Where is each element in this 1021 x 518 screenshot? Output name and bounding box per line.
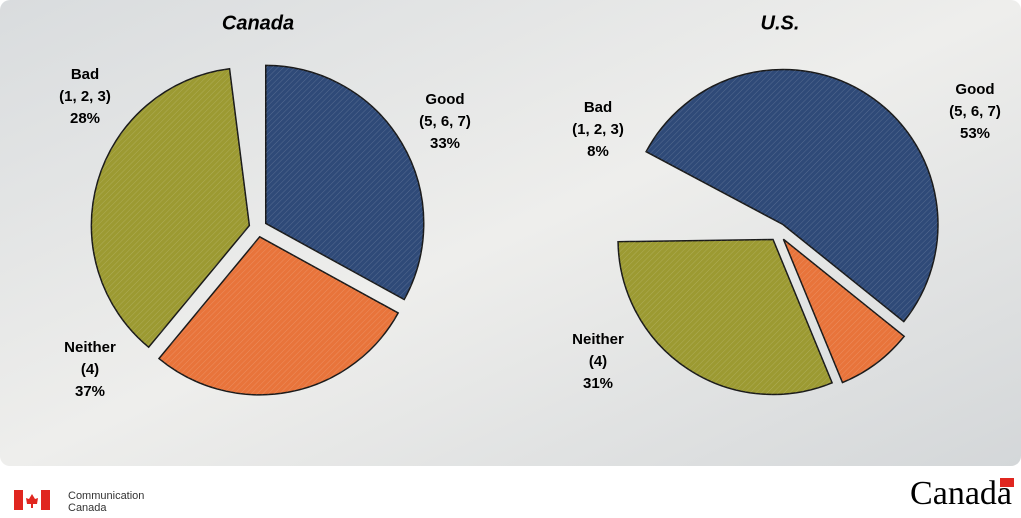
slice-code: (4) [589, 353, 607, 370]
slice-code: (4) [81, 361, 99, 378]
value-label: 53% [960, 125, 990, 142]
slice-code: (5, 6, 7) [419, 113, 471, 130]
slice-code: (1, 2, 3) [59, 88, 111, 105]
page: Communication Canada Canada Canada Good (5… [0, 0, 1021, 518]
slice-code: (1, 2, 3) [572, 121, 624, 138]
wordmark-flag [1000, 478, 1014, 487]
value-label: 8% [587, 143, 609, 160]
value-label: 37% [75, 383, 105, 400]
wordmark: Canada [910, 475, 1012, 512]
slice-label: Neither [572, 331, 624, 348]
slice-label: Bad [71, 66, 99, 83]
chart-title: U.S. [761, 12, 800, 34]
slice-label: Neither [64, 339, 116, 356]
department-name: Canada [68, 502, 107, 514]
value-label: 28% [70, 110, 100, 127]
slice-label: Good [425, 91, 464, 108]
slice-label: Bad [584, 99, 612, 116]
chart-title: Canada [222, 12, 294, 34]
value-label: 31% [583, 375, 613, 392]
flag-logo [14, 490, 50, 510]
department-name: Communication [68, 490, 144, 502]
slice-code: (5, 6, 7) [949, 103, 1001, 120]
slice-label: Good [955, 81, 994, 98]
value-label: 33% [430, 135, 460, 152]
